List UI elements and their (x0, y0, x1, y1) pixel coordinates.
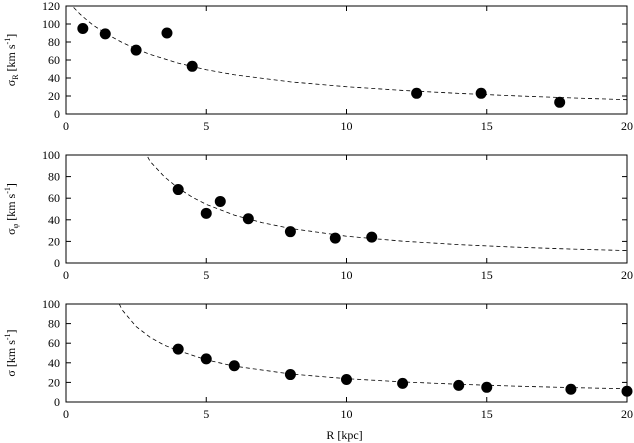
y-tick-label: 20 (48, 89, 60, 103)
y-tick-label: 120 (42, 0, 60, 13)
y-tick-label: 20 (48, 375, 60, 389)
y-tick-label: 60 (48, 191, 60, 205)
x-tick-label: 10 (341, 407, 353, 421)
y-tick-label: 0 (54, 256, 60, 270)
data-point (242, 213, 254, 225)
data-point (77, 23, 89, 34)
x-tick-label: 5 (203, 119, 209, 133)
x-tick-label: 0 (63, 119, 69, 133)
fit-curve (146, 155, 627, 251)
data-point (200, 207, 212, 219)
x-tick-label: 0 (63, 407, 69, 421)
y-tick-label: 0 (54, 395, 60, 409)
y-tick-label: 100 (42, 297, 60, 311)
x-tick-label: 10 (341, 119, 353, 133)
plot-frame (65, 303, 628, 403)
plot-frame (65, 5, 628, 115)
x-axis-label: R [kpc] (326, 428, 362, 442)
data-point (284, 369, 296, 381)
y-tick-label: 20 (48, 234, 60, 248)
x-tick-label: 10 (341, 268, 353, 282)
y-tick-label: 100 (42, 148, 60, 162)
x-tick-label: 5 (203, 268, 209, 282)
y-tick-label: 0 (54, 107, 60, 121)
y-tick-label: 40 (48, 213, 60, 227)
panel-1: 0 5 10 15 20 0 20 40 60 80 100 120 σR [km s-1] (3, 0, 633, 133)
data-point (366, 231, 378, 243)
y-tick-label: 100 (42, 17, 60, 31)
fit-curve (71, 6, 627, 101)
data-point (481, 381, 493, 393)
data-point (554, 96, 566, 108)
y-axis-label: σ [km s-1] (3, 329, 18, 376)
data-point (200, 353, 212, 365)
panel-3: 0 5 10 15 20 0 20 40 60 80 100 σ [km s-1] R [kpc] (3, 297, 633, 442)
y-tick-label: 60 (48, 336, 60, 350)
x-tick-label: 15 (481, 268, 493, 282)
data-point (397, 377, 409, 389)
fit-curve (118, 304, 627, 390)
data-point (621, 385, 633, 397)
x-tick-label: 5 (203, 407, 209, 421)
x-tick-label: 20 (621, 119, 633, 133)
x-tick-label: 0 (63, 268, 69, 282)
y-tick-label: 80 (48, 170, 60, 184)
data-point (329, 232, 341, 244)
data-point (284, 226, 296, 238)
plot-frame (65, 154, 628, 264)
data-point (172, 184, 184, 196)
data-point (341, 373, 352, 385)
y-tick-label: 40 (48, 71, 60, 85)
y-axis-label: σR [km s-1] (3, 34, 20, 86)
data-point (411, 87, 423, 99)
x-tick-label: 20 (621, 407, 633, 421)
data-point (475, 87, 487, 99)
y-tick-label: 60 (48, 53, 60, 67)
data-point (186, 60, 198, 72)
data-point (99, 28, 111, 40)
data-point (130, 44, 142, 56)
data-point (565, 383, 577, 395)
y-tick-label: 40 (48, 356, 60, 370)
y-tick-label: 80 (48, 317, 60, 331)
y-axis-label: σφ [km s-1] (3, 183, 20, 235)
data-point (172, 343, 184, 355)
panel-2: 0 5 10 15 20 0 20 40 60 80 100 σφ [km s-1] (3, 148, 633, 282)
x-tick-label: 15 (481, 407, 493, 421)
data-point (161, 27, 173, 39)
data-point (214, 195, 226, 207)
x-tick-label: 20 (621, 268, 633, 282)
data-point (228, 360, 240, 372)
y-tick-label: 80 (48, 35, 60, 49)
data-point (453, 379, 465, 391)
x-tick-label: 15 (481, 119, 493, 133)
